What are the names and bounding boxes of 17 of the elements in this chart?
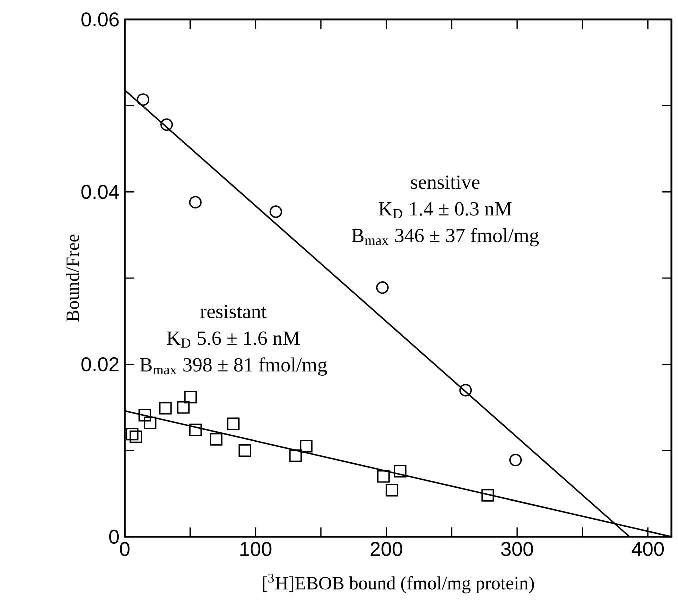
annotation: B$_{max}$ 346 ± 37 fmol/mg — [352, 228, 540, 247]
annotation: resistant — [200, 305, 267, 318]
y-tick-label: 0.04 — [82, 185, 120, 200]
annotation: K$_{D}$ 5.6 ± 1.6 nM — [167, 332, 300, 348]
y-tick-label: 0 — [109, 530, 120, 544]
x-tick-label: 200 — [370, 542, 402, 556]
x-tick-label: 400 — [632, 542, 664, 556]
y-tick-label: 0.02 — [82, 357, 119, 372]
x-tick-label: 100 — [240, 542, 272, 556]
annotation: B$_{max}$ 398 ± 81 fmol/mg — [140, 358, 328, 376]
annotation: K$_{D}$ 1.4 ± 0.3 nM — [379, 202, 512, 219]
x-axis-title: [$^{3}$H]EBOB bound (fmol/mg protein) — [263, 574, 534, 594]
x-tick-label: 300 — [501, 542, 534, 556]
x-tick-label: 0 — [120, 542, 130, 556]
y-tick-label: 0.06 — [82, 12, 119, 27]
y-axis-title: Bound/Free — [66, 234, 80, 322]
annotation: sensitive — [411, 176, 480, 190]
